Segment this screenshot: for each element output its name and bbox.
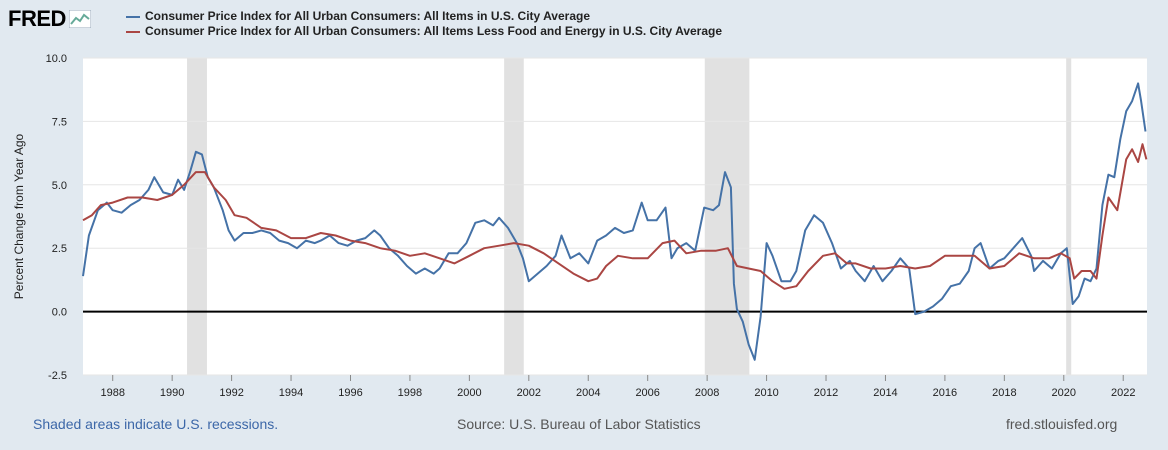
x-tick-label: 2000 (457, 387, 481, 399)
x-tick-label: 1992 (219, 387, 243, 399)
plot-area (83, 58, 1147, 375)
y-axis-label: Percent Change from Year Ago (12, 133, 26, 299)
y-tick-label: -2.5 (48, 370, 67, 382)
legend-item-cpi-all: Consumer Price Index for All Urban Consu… (126, 9, 722, 24)
x-tick-label: 2020 (1052, 387, 1076, 399)
y-tick-label: 7.5 (52, 116, 67, 128)
chart-logo-icon (68, 10, 91, 28)
site-url[interactable]: fred.stlouisfed.org (1006, 416, 1118, 432)
series-line-cpi-core (82, 143, 1148, 290)
y-tick-label: 2.5 (52, 243, 67, 255)
series-line-cpi-all (82, 82, 1147, 361)
y-tick-label: 10.0 (46, 53, 67, 65)
y-tick-label: 0.0 (52, 307, 67, 319)
line-chart: -2.5 0.0 2.5 5.0 7.5 10.0 1988 1990 1992 1994 1996… (12, 53, 1148, 399)
x-tick-label: 2004 (576, 387, 600, 399)
x-tick-label: 2008 (695, 387, 719, 399)
recession-band (1066, 58, 1072, 375)
recession-band (504, 58, 524, 375)
legend-swatch-blue (126, 15, 140, 18)
x-tick-label: 1994 (279, 387, 303, 399)
recession-band (187, 58, 207, 375)
fred-logo[interactable]: FRED (8, 6, 91, 32)
legend-label-cpi-core: Consumer Price Index for All Urban Consu… (145, 24, 723, 38)
x-tick-label: 1990 (160, 387, 184, 399)
x-tick-label: 2018 (992, 387, 1016, 399)
x-tick-label: 1998 (398, 387, 422, 399)
x-tick-label: 2006 (635, 387, 659, 399)
x-tick-label: 2012 (814, 387, 838, 399)
source-note: Source: U.S. Bureau of Labor Statistics (457, 416, 701, 432)
recession-note[interactable]: Shaded areas indicate U.S. recessions. (33, 416, 279, 432)
x-tick-label: 2016 (933, 387, 957, 399)
x-tick-label: 1988 (100, 387, 124, 399)
legend-swatch-red (126, 30, 140, 33)
recession-band (704, 58, 750, 375)
x-tick-label: 1996 (338, 387, 362, 399)
chart-legend: Consumer Price Index for All Urban Consu… (126, 9, 722, 39)
x-tick-label: 2014 (873, 387, 897, 399)
x-tick-label: 2010 (754, 387, 778, 399)
x-tick-label: 2022 (1111, 387, 1135, 399)
fred-logo-text: FRED (8, 6, 66, 31)
y-tick-label: 5.0 (52, 180, 67, 192)
legend-item-cpi-core: Consumer Price Index for All Urban Consu… (126, 24, 722, 39)
x-tick-label: 2002 (517, 387, 541, 399)
legend-label-cpi-all: Consumer Price Index for All Urban Consu… (145, 9, 590, 23)
